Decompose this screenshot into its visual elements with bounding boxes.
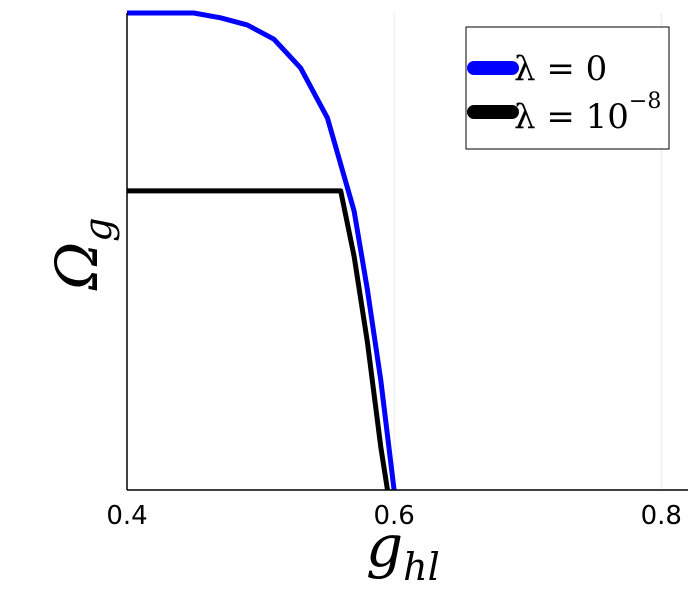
series-line-0 [127, 10, 397, 491]
y-axis-label: Ωg [43, 218, 120, 291]
x-tick-label: 0.4 [106, 501, 147, 531]
legend-label-lambda-0: λ = 0 [514, 49, 607, 89]
series-line-1 [127, 188, 390, 491]
legend-label-lambda-1e-8: λ = 10−8 [514, 89, 661, 137]
y-axis-label-sub: g [76, 218, 120, 242]
legend-box [465, 26, 670, 150]
x-axis-label-main: g [366, 512, 403, 580]
x-axis-label: ghl [366, 512, 440, 589]
x-tick-label: 0.8 [641, 501, 682, 531]
series-layer [127, 10, 397, 491]
y-axis-label-main: Ω [43, 242, 111, 291]
x-axis-label-sub: hl [403, 545, 440, 589]
axes [126, 13, 688, 491]
x-tick-labels: 0.4 0.6 0.8 [106, 501, 682, 531]
legend: λ = 0 λ = 10−8 [465, 26, 670, 150]
x-tick-label: 0.6 [373, 501, 414, 531]
